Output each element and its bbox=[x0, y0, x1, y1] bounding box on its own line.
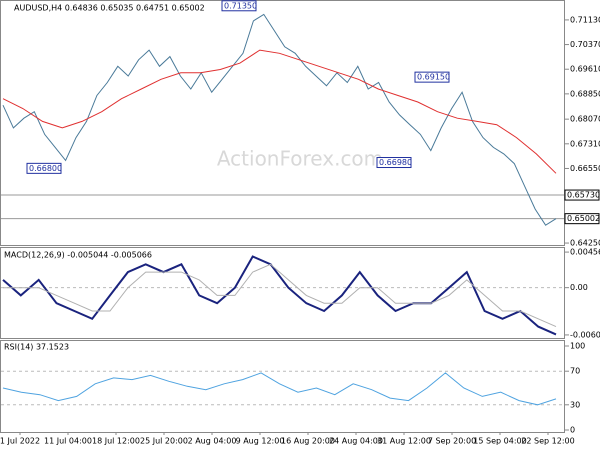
y-tick-label: 0.66550 bbox=[570, 164, 600, 173]
y-tick-label: 0.68070 bbox=[570, 115, 600, 124]
y-tick-label: 100 bbox=[570, 342, 585, 351]
y-tick-label: 70 bbox=[570, 367, 580, 376]
series-line bbox=[2, 255, 557, 336]
annotation-box bbox=[26, 162, 62, 174]
price-title: AUDUSD,H4 0.64836 0.65035 0.64751 0.6500… bbox=[14, 4, 205, 13]
x-tick-label: 11 Jul 04:00 bbox=[44, 437, 92, 446]
annotation-label: 0.66800 bbox=[29, 164, 62, 173]
series-line bbox=[2, 13, 557, 226]
level-box bbox=[564, 189, 600, 201]
x-tick-label: 16 Aug 20:00 bbox=[281, 437, 335, 446]
x-tick-label: 18 Jul 12:00 bbox=[92, 437, 140, 446]
x-tick-label: 24 Aug 04:00 bbox=[329, 437, 383, 446]
y-tick-label: 30 bbox=[570, 400, 580, 409]
rsi-frame bbox=[0, 340, 565, 433]
watermark: ActionForex.com bbox=[217, 147, 383, 171]
level-label: 0.65002 bbox=[567, 214, 600, 223]
y-tick-label: 0.71130 bbox=[570, 15, 600, 24]
y-tick-label: 0 bbox=[570, 426, 575, 435]
series-line bbox=[2, 49, 557, 174]
x-tick-label: 9 Aug 12:00 bbox=[236, 437, 285, 446]
x-tick-label: 22 Sep 12:00 bbox=[521, 437, 574, 446]
level-label: 0.65730 bbox=[567, 191, 600, 200]
x-tick-label: 1 Jul 2022 bbox=[0, 437, 40, 446]
x-tick-label: 31 Aug 12:00 bbox=[377, 437, 431, 446]
annotation-label: 0.69150 bbox=[417, 73, 450, 82]
y-tick-label: 0.004567 bbox=[570, 248, 600, 257]
annotation-label: 0.66980 bbox=[379, 158, 412, 167]
y-tick-label: 0.70370 bbox=[570, 40, 600, 49]
x-tick-label: 2 Aug 04:00 bbox=[188, 437, 237, 446]
y-tick-label: 0.67310 bbox=[570, 139, 600, 148]
price-frame bbox=[0, 0, 565, 246]
y-tick-label: 0.68850 bbox=[570, 89, 600, 98]
y-tick-label: 0.69610 bbox=[570, 65, 600, 74]
x-tick-label: 7 Sep 20:00 bbox=[428, 437, 476, 446]
series-line bbox=[3, 263, 557, 328]
annotation-label: 0.71350 bbox=[224, 1, 257, 10]
series-line bbox=[2, 372, 557, 406]
x-tick-label: 25 Jul 20:00 bbox=[140, 437, 188, 446]
y-tick-label: -0.006069 bbox=[570, 330, 600, 339]
level-box bbox=[564, 213, 600, 225]
rsi-title: RSI(14) 37.1523 bbox=[4, 343, 69, 352]
macd-frame bbox=[0, 247, 565, 339]
annotation-box bbox=[221, 0, 257, 12]
macd-title: MACD(12,26,9) -0.005044 -0.005066 bbox=[4, 251, 152, 260]
y-tick-label: 0.64250 bbox=[570, 239, 600, 248]
y-tick-label: 0.00 bbox=[570, 283, 588, 292]
x-tick-label: 15 Sep 04:00 bbox=[473, 437, 526, 446]
annotation-box bbox=[414, 71, 450, 83]
annotation-box bbox=[376, 157, 412, 169]
